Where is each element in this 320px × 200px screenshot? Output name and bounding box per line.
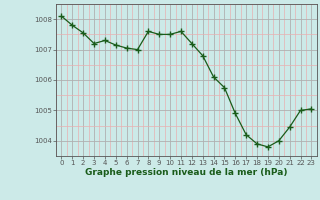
X-axis label: Graphe pression niveau de la mer (hPa): Graphe pression niveau de la mer (hPa) xyxy=(85,168,288,177)
